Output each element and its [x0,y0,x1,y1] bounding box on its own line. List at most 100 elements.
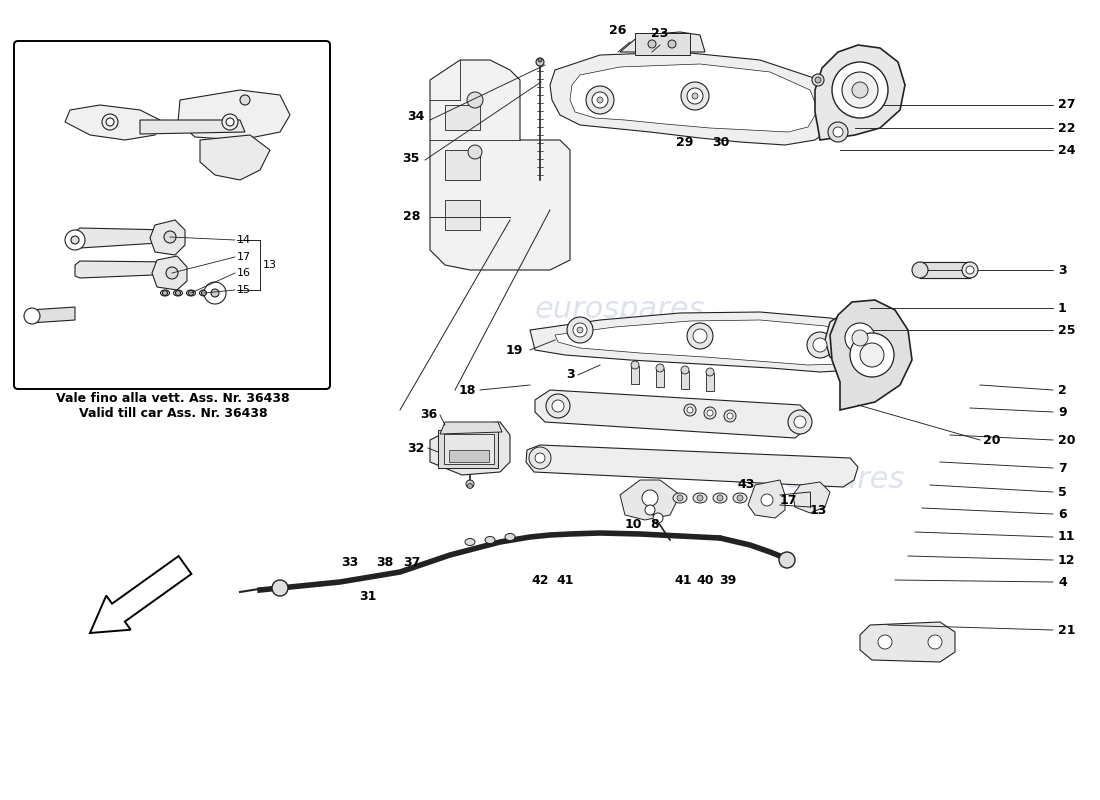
Circle shape [65,230,85,250]
Circle shape [737,495,742,501]
Text: 20: 20 [1058,434,1076,446]
Circle shape [468,145,482,159]
Circle shape [211,289,219,297]
Polygon shape [430,60,570,270]
Text: 30: 30 [712,135,729,149]
Text: 26: 26 [609,24,627,37]
Text: 31: 31 [360,590,376,603]
Circle shape [645,505,654,515]
Circle shape [163,290,167,295]
Circle shape [72,236,79,244]
Text: 32: 32 [408,442,425,454]
Circle shape [779,552,795,568]
Text: 24: 24 [1058,143,1076,157]
Text: 13: 13 [263,260,277,270]
Polygon shape [150,220,185,255]
Ellipse shape [187,290,196,296]
Circle shape [586,86,614,114]
Circle shape [688,407,693,413]
Text: 28: 28 [403,210,420,223]
Text: 18: 18 [459,383,476,397]
Ellipse shape [199,290,209,296]
Polygon shape [556,320,865,365]
Circle shape [813,338,827,352]
Circle shape [852,330,868,346]
Text: 7: 7 [1058,462,1067,474]
Polygon shape [440,422,502,434]
Text: 42: 42 [531,574,549,586]
Circle shape [697,495,703,501]
Circle shape [860,343,884,367]
Circle shape [592,92,608,108]
Polygon shape [706,373,714,391]
Circle shape [538,58,542,62]
Circle shape [552,400,564,412]
Circle shape [693,329,707,343]
Text: 3: 3 [1058,263,1067,277]
Text: 16: 16 [236,268,251,278]
Polygon shape [535,390,810,438]
Circle shape [535,453,544,463]
Circle shape [845,323,875,353]
Polygon shape [65,105,160,140]
Bar [446,200,480,230]
Text: 38: 38 [376,555,394,569]
Polygon shape [30,307,75,323]
Circle shape [653,513,663,523]
Circle shape [828,122,848,142]
Text: 12: 12 [1058,554,1076,566]
Text: 4: 4 [1058,575,1067,589]
Text: 3: 3 [566,369,575,382]
Text: eurospares: eurospares [114,295,285,325]
Circle shape [102,114,118,130]
Circle shape [240,95,250,105]
Circle shape [688,88,703,104]
Text: 29: 29 [675,135,693,149]
Text: 5: 5 [1058,486,1067,498]
Circle shape [164,231,176,243]
Circle shape [222,114,238,130]
Bar [449,450,490,462]
FancyBboxPatch shape [14,41,330,389]
Circle shape [468,483,473,489]
Circle shape [850,333,894,377]
Polygon shape [793,482,830,513]
Circle shape [668,40,676,48]
Text: 40: 40 [696,574,714,586]
Circle shape [676,495,683,501]
Ellipse shape [962,262,978,278]
Circle shape [546,394,570,418]
Polygon shape [920,262,970,278]
Circle shape [706,368,714,376]
Text: 27: 27 [1058,98,1076,111]
Circle shape [226,118,234,126]
Circle shape [106,118,114,126]
Ellipse shape [966,266,974,274]
Text: eurospares: eurospares [735,466,905,494]
Text: 9: 9 [1058,406,1067,418]
Ellipse shape [485,537,495,543]
Ellipse shape [465,538,475,546]
Polygon shape [681,371,689,389]
Circle shape [573,323,587,337]
Text: 25: 25 [1058,323,1076,337]
Circle shape [717,495,723,501]
Circle shape [176,290,180,295]
Text: 17: 17 [236,252,251,262]
Text: 23: 23 [651,27,669,40]
Polygon shape [152,256,187,290]
Circle shape [536,58,544,66]
Ellipse shape [505,534,515,541]
Ellipse shape [693,493,707,503]
Circle shape [852,82,868,98]
Circle shape [807,332,833,358]
Text: 21: 21 [1058,623,1076,637]
Polygon shape [570,64,818,132]
Circle shape [794,416,806,428]
Text: 34: 34 [408,110,425,123]
Circle shape [597,97,603,103]
Text: 35: 35 [403,151,420,165]
Polygon shape [550,52,840,145]
Circle shape [842,72,878,108]
Circle shape [529,447,551,469]
